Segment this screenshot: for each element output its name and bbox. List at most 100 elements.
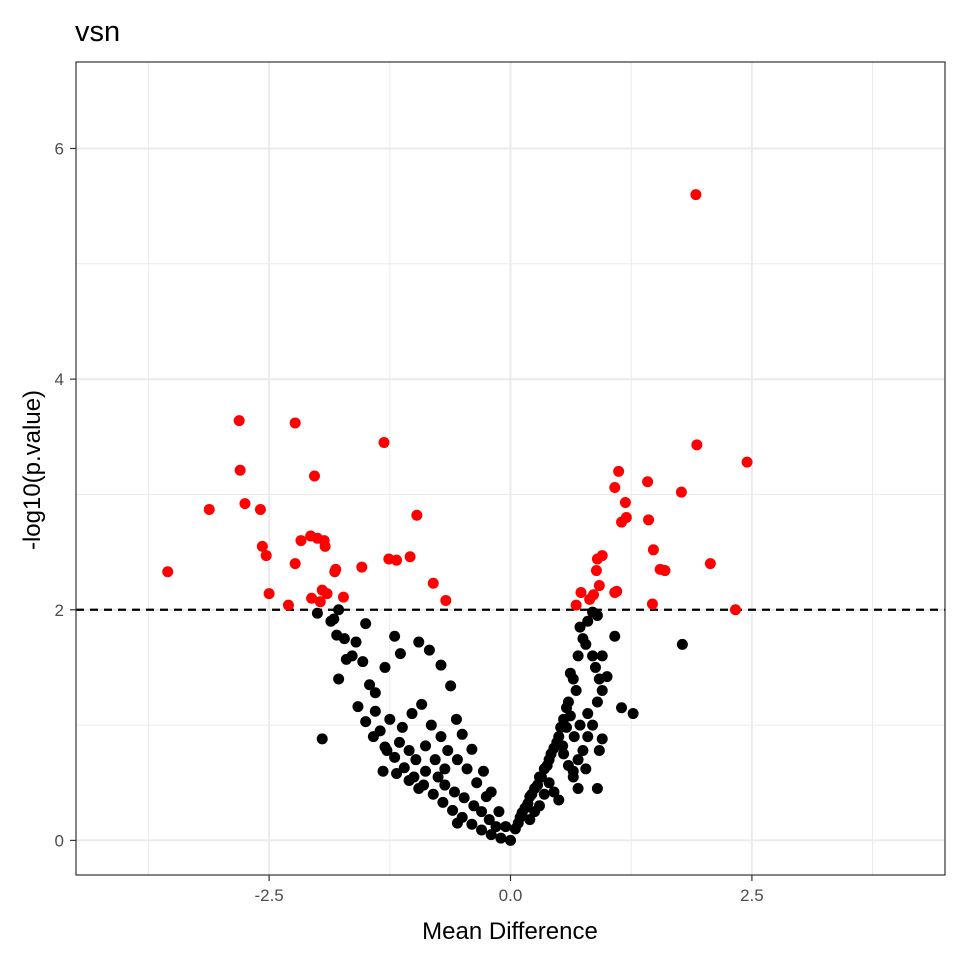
data-point xyxy=(529,806,541,818)
data-point xyxy=(330,563,342,575)
data-point xyxy=(442,744,454,756)
plot-title: vsn xyxy=(75,16,120,48)
data-point xyxy=(619,497,631,509)
data-point xyxy=(643,514,655,526)
data-point xyxy=(448,786,460,798)
data-point xyxy=(567,765,579,777)
data-point xyxy=(541,759,553,771)
data-point xyxy=(447,804,459,816)
data-point xyxy=(659,565,671,577)
data-point xyxy=(439,779,451,791)
data-point xyxy=(516,807,528,819)
data-point xyxy=(427,788,439,800)
data-point xyxy=(289,417,301,429)
data-point xyxy=(377,765,389,777)
data-point xyxy=(425,719,437,731)
data-point xyxy=(609,630,621,642)
data-point xyxy=(435,731,447,743)
y-axis-title: -log10(p.value) xyxy=(19,390,46,550)
data-point xyxy=(328,613,340,625)
data-point xyxy=(352,701,364,713)
data-point xyxy=(572,783,584,795)
data-point xyxy=(526,788,538,800)
data-point xyxy=(591,783,603,795)
data-point xyxy=(378,437,390,449)
data-point xyxy=(295,535,307,547)
data-point xyxy=(233,415,245,427)
data-point xyxy=(596,684,608,696)
data-point xyxy=(553,794,565,806)
data-point xyxy=(582,731,594,743)
data-point xyxy=(570,684,582,696)
data-point xyxy=(466,743,478,755)
data-point xyxy=(411,509,423,521)
data-point xyxy=(609,482,621,494)
data-point xyxy=(564,710,576,722)
data-point xyxy=(704,558,716,570)
data-point xyxy=(451,754,463,766)
data-point xyxy=(404,551,416,563)
data-point xyxy=(239,498,251,510)
data-point xyxy=(410,754,422,766)
data-point xyxy=(495,832,507,844)
data-point xyxy=(413,636,425,648)
data-point xyxy=(577,744,589,756)
data-point xyxy=(572,650,584,662)
data-point xyxy=(690,189,702,201)
data-point xyxy=(398,762,410,774)
data-point xyxy=(524,814,536,826)
data-point xyxy=(522,798,534,810)
data-point xyxy=(384,713,396,725)
data-point xyxy=(580,763,592,775)
data-points xyxy=(162,189,753,846)
data-point xyxy=(333,604,345,616)
data-point xyxy=(587,719,599,731)
data-point xyxy=(468,800,480,812)
data-point xyxy=(591,610,603,622)
data-point xyxy=(458,792,470,804)
data-point xyxy=(676,638,688,650)
data-point xyxy=(616,702,628,714)
data-point xyxy=(416,698,428,710)
data-point xyxy=(319,540,331,552)
data-point xyxy=(461,763,473,775)
data-point xyxy=(389,630,401,642)
data-point xyxy=(406,708,418,720)
data-point xyxy=(512,817,524,829)
data-point xyxy=(611,585,623,597)
data-point xyxy=(613,465,625,477)
data-point xyxy=(675,486,687,498)
data-point xyxy=(729,604,741,616)
data-point xyxy=(432,771,444,783)
data-point xyxy=(691,439,703,451)
data-point xyxy=(420,765,432,777)
data-point xyxy=(346,650,358,662)
data-point xyxy=(437,796,449,808)
data-point xyxy=(596,550,608,562)
x-axis-title: Mean Difference xyxy=(422,918,598,945)
data-point xyxy=(357,656,369,668)
data-point xyxy=(429,754,441,766)
data-point xyxy=(646,598,658,610)
data-point xyxy=(413,783,425,795)
data-point xyxy=(439,763,451,775)
data-point xyxy=(391,554,403,566)
data-point xyxy=(589,661,601,673)
data-point xyxy=(642,476,654,488)
data-point xyxy=(314,596,326,608)
data-point xyxy=(538,788,550,800)
data-point xyxy=(591,696,603,708)
data-point xyxy=(321,588,333,600)
x-tick-label: 2.5 xyxy=(740,886,764,905)
data-point xyxy=(480,791,492,803)
data-point xyxy=(254,503,266,515)
data-point xyxy=(620,512,632,524)
data-point xyxy=(308,470,320,482)
data-point xyxy=(451,817,463,829)
data-point xyxy=(558,748,570,760)
x-tick-label: -2.5 xyxy=(254,886,283,905)
data-point xyxy=(647,544,659,556)
